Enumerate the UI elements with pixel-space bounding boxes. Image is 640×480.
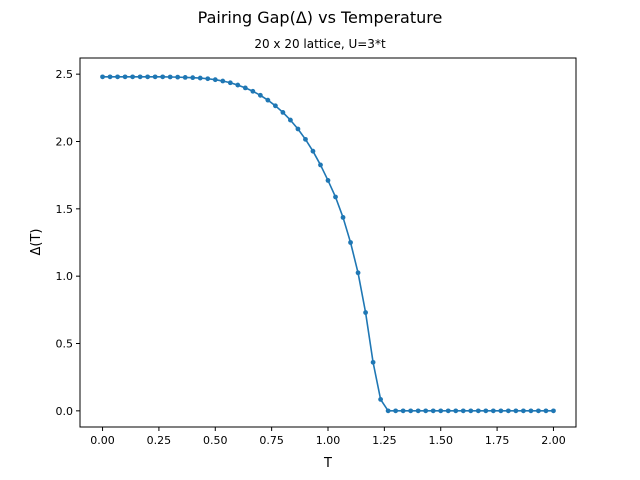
y-tick-label: 1.5 — [56, 203, 74, 216]
data-point — [303, 136, 308, 142]
data-point — [152, 74, 158, 80]
data-point — [137, 74, 143, 80]
data-point — [182, 74, 188, 80]
data-point — [130, 74, 135, 80]
data-point — [318, 162, 323, 168]
chart-title: Pairing Gap(Δ) vs Temperature — [197, 8, 443, 27]
data-point — [475, 408, 481, 414]
data-point — [393, 408, 399, 414]
y-tick-label: 2.0 — [56, 135, 74, 148]
data-point — [370, 359, 376, 365]
data-point — [415, 408, 421, 414]
series-line — [102, 76, 554, 412]
x-tick-label: 0.75 — [259, 434, 284, 447]
data-point — [227, 80, 233, 86]
data-point — [551, 408, 556, 414]
data-point — [543, 408, 549, 414]
data-point — [453, 408, 459, 414]
x-tick-label: 1.50 — [428, 434, 453, 447]
data-point — [355, 270, 361, 276]
x-axis-label: T — [323, 456, 332, 471]
chart-subtitle: 20 x 20 lattice, U=3*t — [254, 37, 386, 51]
x-tick-label: 2.00 — [541, 434, 566, 447]
x-tick-label: 1.00 — [316, 434, 341, 447]
data-point — [197, 75, 203, 81]
data-point — [273, 103, 278, 109]
data-point — [265, 97, 271, 103]
data-point — [205, 76, 211, 82]
data-point — [468, 408, 474, 414]
data-point — [378, 396, 383, 402]
data-point — [483, 408, 489, 414]
x-tick-label: 1.75 — [485, 434, 510, 447]
data-point — [325, 178, 331, 183]
x-tick-label: 0.25 — [147, 434, 172, 447]
data-point — [160, 74, 166, 80]
data-point — [536, 408, 541, 414]
data-point — [340, 215, 346, 220]
data-point — [400, 408, 406, 414]
data-point — [280, 110, 286, 115]
y-tick-label: 0.5 — [56, 338, 74, 351]
data-point — [490, 408, 496, 414]
data-point — [363, 310, 368, 315]
data-point — [235, 82, 241, 88]
data-point — [333, 194, 338, 200]
data-point — [107, 74, 113, 80]
data-point — [408, 408, 414, 414]
data-point — [175, 74, 181, 80]
data-point — [288, 117, 293, 123]
x-tick-label: 0.00 — [90, 434, 115, 447]
data-point — [521, 408, 526, 414]
data-point — [310, 148, 316, 154]
data-point — [145, 74, 151, 80]
data-point — [460, 408, 466, 414]
data-point — [528, 408, 534, 414]
data-point — [190, 75, 196, 81]
data-point — [167, 74, 173, 80]
data-point — [100, 74, 105, 80]
x-tick-label: 1.25 — [372, 434, 397, 447]
y-tick-label: 2.5 — [56, 68, 74, 81]
data-point — [115, 74, 120, 80]
data-point — [122, 74, 128, 80]
data-point — [212, 77, 218, 83]
y-axis-label: Δ(T) — [29, 229, 44, 256]
data-point — [385, 408, 391, 414]
x-tick-label: 0.50 — [203, 434, 228, 447]
data-point — [257, 92, 263, 98]
data-point — [348, 240, 353, 245]
y-tick-label: 1.0 — [56, 270, 74, 283]
data-point — [430, 408, 436, 414]
y-tick-label: 0.0 — [56, 405, 74, 418]
plot-frame — [79, 57, 577, 428]
data-point — [220, 78, 226, 84]
data-point — [242, 85, 248, 91]
data-point — [295, 126, 301, 132]
data-point — [250, 88, 256, 94]
data-point — [513, 408, 519, 414]
data-point — [498, 408, 504, 414]
data-point — [445, 408, 451, 414]
data-point — [438, 408, 444, 414]
data-point — [423, 408, 429, 414]
data-point — [505, 408, 511, 414]
